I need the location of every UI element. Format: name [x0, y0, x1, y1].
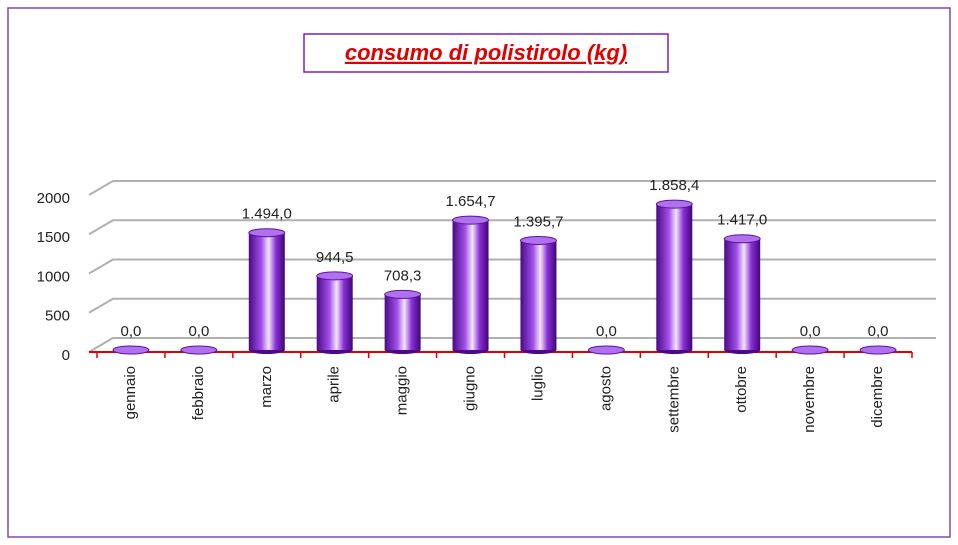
bar-top	[859, 345, 897, 355]
bar-top	[452, 215, 490, 225]
bar-top	[316, 271, 354, 281]
bar	[316, 275, 353, 350]
bar-top	[723, 234, 761, 244]
bar	[248, 232, 285, 350]
bar-top	[655, 199, 693, 209]
bar-top	[519, 235, 557, 245]
bar	[384, 294, 421, 350]
x-tick-label: ottobre	[733, 366, 750, 413]
y-tick-label: 2000	[37, 190, 70, 207]
value-label: 1.654,7	[446, 193, 496, 210]
value-label: 0,0	[596, 323, 617, 340]
x-tick-label: marzo	[258, 366, 275, 408]
title-box	[303, 33, 669, 73]
x-tick-label: settembre	[665, 366, 682, 433]
grid-line	[88, 180, 936, 196]
chart-title: consumo di polistirolo (kg)	[345, 40, 627, 65]
bar-top	[384, 289, 422, 299]
value-label: 708,3	[384, 267, 422, 284]
bar-top	[248, 228, 286, 238]
bar	[656, 204, 693, 350]
y-tick-label: 1500	[37, 229, 70, 246]
value-label: 1.494,0	[242, 206, 292, 223]
bar	[452, 220, 489, 350]
bar-top	[112, 345, 150, 355]
x-tick-label: maggio	[394, 366, 411, 415]
x-tick-label: aprile	[326, 366, 343, 403]
x-tick-label: agosto	[597, 366, 614, 411]
value-label: 0,0	[868, 323, 889, 340]
value-label: 1.417,0	[717, 212, 767, 229]
x-tick-label: novembre	[801, 366, 818, 433]
x-tick-label: luglio	[529, 366, 546, 401]
bar-top	[587, 345, 625, 355]
x-tick-label: febbraio	[190, 366, 207, 420]
y-tick-label: 500	[45, 308, 70, 325]
y-tick-label: 1000	[37, 268, 70, 285]
value-label: 0,0	[800, 323, 821, 340]
value-label: 1.858,4	[649, 177, 699, 194]
bar	[724, 238, 761, 350]
x-tick-label: gennaio	[122, 366, 139, 419]
x-tick-label: dicembre	[869, 366, 886, 428]
bar-top	[791, 345, 829, 355]
value-label: 0,0	[121, 323, 142, 340]
bar	[520, 240, 557, 350]
x-tick-label: giugno	[462, 366, 479, 411]
value-label: 1.395,7	[513, 213, 563, 230]
value-label: 944,5	[316, 249, 354, 266]
bar-top	[180, 345, 218, 355]
value-label: 0,0	[188, 323, 209, 340]
y-tick-label: 0	[62, 347, 70, 364]
